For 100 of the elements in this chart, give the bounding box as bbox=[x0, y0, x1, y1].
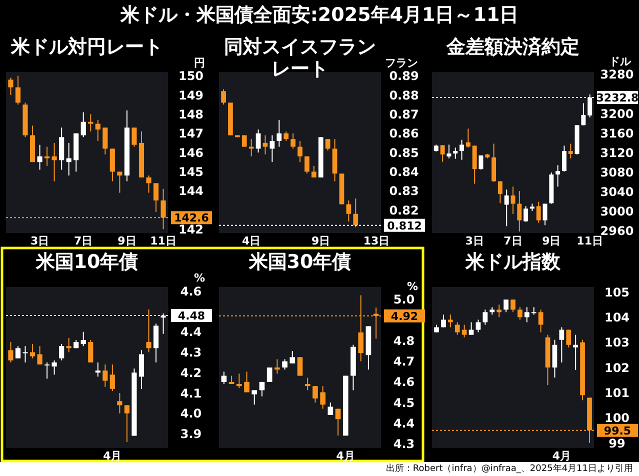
candlestick bbox=[146, 308, 152, 353]
candlestick bbox=[37, 346, 42, 365]
candlestick bbox=[320, 386, 326, 410]
y-tick-label: 150 bbox=[178, 69, 204, 84]
candlestick bbox=[441, 314, 446, 328]
candlestick bbox=[297, 356, 303, 376]
candlestick bbox=[274, 358, 280, 374]
candlestick bbox=[335, 408, 341, 436]
candlestick bbox=[454, 322, 460, 336]
candlestick bbox=[496, 304, 502, 318]
candlestick bbox=[132, 127, 137, 148]
candlestick bbox=[102, 364, 108, 388]
candlestick bbox=[30, 344, 36, 359]
candlestick bbox=[284, 130, 289, 142]
y-tick-label: 0.86 bbox=[389, 126, 419, 141]
y-tick-label: 147 bbox=[178, 126, 204, 141]
x-tick-label: 11日 bbox=[150, 234, 176, 248]
chart-title: 米ドル対円レート bbox=[10, 36, 163, 58]
y-axis-title: % bbox=[194, 272, 205, 285]
candlestick bbox=[536, 201, 541, 224]
candlestick bbox=[290, 350, 296, 364]
candlestick bbox=[504, 299, 508, 313]
candlestick bbox=[453, 147, 458, 160]
candlestick bbox=[146, 175, 152, 194]
y-tick-label: 0.88 bbox=[389, 88, 419, 102]
candlestick bbox=[510, 299, 516, 313]
candlestick bbox=[221, 88, 226, 106]
candlestick bbox=[462, 324, 467, 338]
x-tick-label: 9日 bbox=[118, 234, 136, 248]
candlestick bbox=[304, 377, 310, 391]
candlestick bbox=[66, 337, 72, 353]
candlestick bbox=[270, 134, 275, 163]
x-tick-label: 7日 bbox=[74, 234, 93, 248]
candlestick bbox=[37, 144, 42, 170]
ref-line-label: 4.48 bbox=[178, 310, 206, 323]
y-tick-label: 4.1 bbox=[180, 386, 202, 400]
chart-title: 米国30年債 bbox=[248, 251, 352, 273]
candlestick bbox=[138, 350, 144, 390]
candlestick bbox=[472, 145, 477, 184]
candlestick bbox=[266, 367, 272, 382]
y-axis-title: フラン bbox=[385, 56, 418, 70]
x-tick-label: 9日 bbox=[312, 234, 330, 248]
candlestick bbox=[440, 144, 445, 162]
candlestick bbox=[110, 148, 115, 182]
candlestick bbox=[498, 180, 502, 204]
candlestick bbox=[304, 156, 310, 174]
candlestick bbox=[282, 358, 288, 370]
candlestick bbox=[22, 346, 28, 363]
y-tick-label: 149 bbox=[178, 88, 204, 102]
candlestick bbox=[556, 164, 560, 188]
candlestick bbox=[124, 404, 130, 442]
y-tick-label: 142 bbox=[178, 222, 204, 236]
y-tick-label: 0.87 bbox=[389, 107, 419, 122]
candlestick bbox=[95, 362, 100, 378]
y-tick-label: 4.5 bbox=[393, 396, 415, 410]
y-tick-label: 4.7 bbox=[393, 354, 415, 369]
candlestick bbox=[15, 75, 21, 106]
candlestick bbox=[538, 309, 544, 333]
y-tick-label: 146 bbox=[178, 146, 204, 160]
candlestick bbox=[524, 206, 528, 222]
candlestick bbox=[542, 203, 548, 226]
candlestick bbox=[276, 119, 282, 148]
y-tick-label: 3.9 bbox=[180, 427, 202, 442]
candlestick bbox=[290, 132, 296, 150]
y-tick-label: 3000 bbox=[600, 204, 634, 218]
candlestick bbox=[88, 339, 94, 363]
y-axis-title: % bbox=[406, 280, 418, 293]
candlestick bbox=[311, 165, 316, 178]
chart-title: 金差額決済約定 bbox=[446, 36, 580, 58]
x-tick-label: 4月 bbox=[552, 450, 571, 462]
candlestick bbox=[504, 189, 509, 227]
ref-line-label: 99.5 bbox=[604, 424, 632, 438]
y-tick-label: 3280 bbox=[600, 68, 634, 82]
candlestick bbox=[573, 334, 578, 371]
x-tick-label: 11日 bbox=[576, 234, 603, 248]
y-tick-label: 144 bbox=[178, 184, 204, 198]
candlestick bbox=[562, 145, 566, 172]
candlestick bbox=[244, 371, 250, 393]
x-tick-label: 4月 bbox=[103, 450, 122, 462]
candlestick bbox=[102, 127, 108, 155]
y-tick-label: 0.85 bbox=[389, 146, 419, 160]
y-tick-label: 0.83 bbox=[389, 184, 419, 198]
candlestick bbox=[476, 319, 481, 333]
candlestick bbox=[353, 198, 358, 228]
y-tick-label: 100 bbox=[604, 411, 630, 426]
candlestick bbox=[153, 323, 159, 363]
y-tick-label: 2960 bbox=[600, 224, 634, 238]
candlestick bbox=[325, 138, 330, 152]
candlestick bbox=[482, 309, 488, 326]
candlestick bbox=[221, 371, 227, 385]
y-tick-label: 0.82 bbox=[389, 203, 419, 218]
candlestick bbox=[346, 200, 352, 222]
y-tick-label: 145 bbox=[178, 164, 204, 179]
candlestick bbox=[446, 144, 452, 159]
candlestick bbox=[298, 140, 302, 163]
x-tick-label: 13日 bbox=[363, 234, 390, 248]
y-tick-label: 4.4 bbox=[393, 416, 415, 431]
y-axis-title: ドル bbox=[609, 54, 632, 68]
y-tick-label: 0.84 bbox=[389, 164, 419, 179]
y-tick-label: 4.0 bbox=[180, 406, 202, 421]
